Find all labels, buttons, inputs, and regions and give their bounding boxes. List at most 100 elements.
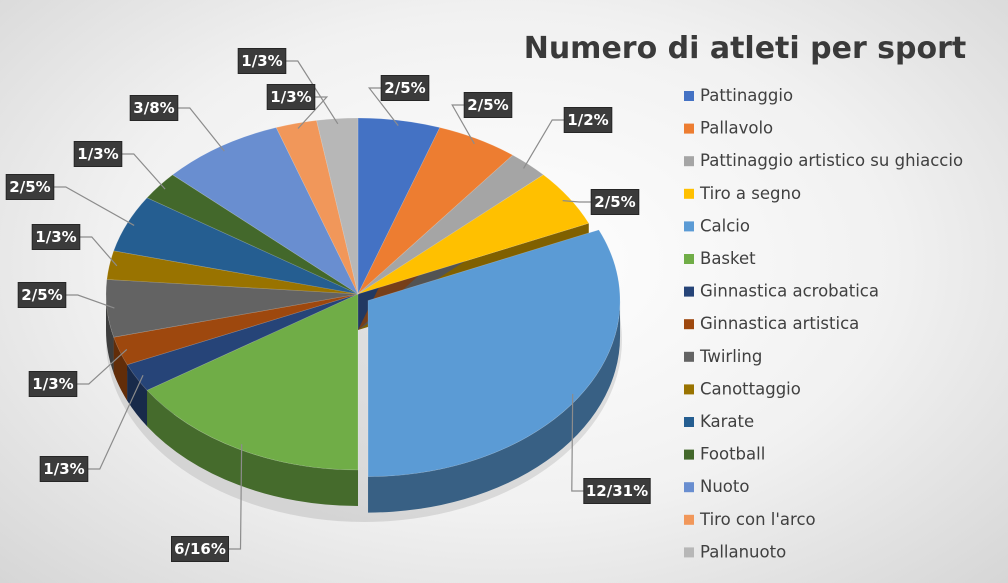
legend-swatch-tiro-a-segno [684, 188, 694, 199]
legend-item-tiro-con-l-arco: Tiro con l'arco [699, 510, 816, 529]
pie-slices [105, 117, 621, 477]
data-label-pattinaggio-artistico-su-ghiaccio: 1/2% [567, 111, 608, 129]
legend-item-tiro-a-segno: Tiro a segno [699, 184, 801, 203]
slice-pallavolo [357, 127, 514, 295]
leader-line-ginnastica-acrobatica [87, 375, 144, 470]
slice-pattinaggio-artistico-su-ghiaccio [357, 154, 544, 295]
slice-side-ginnastica-acrobatica [127, 364, 148, 427]
slice-calcio [367, 229, 621, 477]
legend-swatch-basket [684, 254, 694, 264]
slice-side-ginnastica-artistica [113, 337, 128, 401]
leader-line-basket [228, 444, 243, 550]
data-label-box [5, 174, 55, 200]
data-label-box [73, 141, 123, 167]
data-label-twirling: 2/5% [21, 286, 62, 304]
legend-swatch-twirling [684, 351, 694, 362]
legend-item-nuoto: Nuoto [700, 477, 749, 496]
slice-side-basket [147, 390, 358, 506]
data-label-box [266, 84, 316, 110]
leader-line-football [121, 153, 166, 190]
legend-item-pallavolo: Pallavolo [700, 119, 773, 138]
legend-item-twirling: Twirling [699, 347, 762, 366]
slice-pallanuoto [316, 117, 359, 295]
data-label-pallavolo: 2/5% [467, 96, 508, 114]
leader-line-canottaggio [79, 236, 118, 267]
data-label-box [39, 456, 89, 482]
data-label-box [171, 536, 229, 562]
slice-ginnastica-artistica [113, 293, 359, 366]
leader-line-pattinaggio-artistico-su-ghiaccio [523, 119, 565, 169]
legend-item-football: Football [700, 445, 765, 464]
data-label-box [563, 107, 613, 133]
slice-side-calcio [368, 300, 621, 513]
leader-lines [53, 60, 592, 550]
data-label-box [28, 371, 78, 397]
leader-line-twirling [65, 294, 115, 309]
data-label-box [129, 95, 179, 121]
legend-swatch-karate [684, 417, 694, 427]
slice-tiro-con-l-arco [275, 120, 359, 295]
data-label-tiro-con-l-arco: 1/3% [270, 88, 311, 106]
legend-swatch-tiro-con-l-arco [684, 514, 694, 525]
data-label-football: 1/3% [77, 145, 118, 163]
data-label-box [17, 282, 67, 308]
leader-line-pallavolo [451, 104, 475, 145]
data-label-calcio: 12/31% [586, 482, 648, 500]
slice-side-twirling [106, 294, 114, 374]
data-label-box [463, 92, 513, 118]
leader-line-pallanuoto [285, 60, 339, 125]
legend-swatch-football [684, 449, 694, 460]
data-label-karate: 2/5% [9, 178, 50, 196]
leader-line-tiro-a-segno [562, 200, 592, 203]
leader-line-calcio [571, 393, 584, 492]
data-label-canottaggio: 1/3% [35, 228, 76, 246]
slice-karate [113, 197, 359, 295]
slice-canottaggio [106, 250, 359, 295]
data-label-pattinaggio: 2/5% [384, 79, 425, 97]
slice-twirling [105, 279, 359, 338]
leader-line-pattinaggio [367, 87, 399, 126]
data-label-nuoto: 3/8% [133, 99, 174, 117]
legend-swatch-pattinaggio [684, 91, 694, 101]
legend-swatch-ginnastica-artistica [684, 319, 694, 330]
data-label-box [237, 48, 287, 74]
legend-swatch-pattinaggio-artistico-su-ghiaccio [684, 156, 694, 167]
data-label-box [590, 189, 640, 215]
legend-item-ginnastica-artistica: Ginnastica artistica [700, 314, 859, 333]
legend-swatch-ginnastica-acrobatica [684, 286, 694, 297]
chart-title: Numero di atleti per sport [524, 31, 967, 66]
data-label-basket: 6/16% [174, 540, 226, 558]
slice-basket [146, 293, 359, 471]
legend-item-ginnastica-acrobatica: Ginnastica acrobatica [700, 282, 879, 301]
legend-item-calcio: Calcio [700, 216, 750, 235]
data-label-box [380, 75, 430, 101]
data-label-pallanuoto: 1/3% [241, 52, 282, 70]
data-label-box [583, 478, 651, 504]
leader-line-nuoto [177, 107, 225, 152]
leader-line-tiro-con-l-arco [297, 96, 329, 129]
slice-ginnastica-acrobatica [126, 293, 359, 391]
leader-line-karate [53, 186, 135, 226]
legend-item-pattinaggio-artistico-su-ghiaccio: Pattinaggio artistico su ghiaccio [700, 151, 963, 170]
data-label-ginnastica-artistica: 1/3% [32, 375, 73, 393]
legend-swatch-canottaggio [684, 384, 694, 395]
slice-tiro-a-segno [357, 174, 590, 295]
legend-item-basket: Basket [700, 249, 756, 268]
legend-item-pattinaggio: Pattinaggio [700, 86, 793, 105]
data-labels: 2/5% 2/5% 1/2% 2/5% 12/31% 6/16% 1/3% 1/3% 2/5% 1… [5, 48, 651, 562]
legend-item-karate: Karate [700, 412, 754, 431]
legend-swatch-pallanuoto [684, 547, 694, 558]
data-label-tiro-a-segno: 2/5% [594, 193, 635, 211]
slice-pattinaggio [357, 117, 441, 295]
data-label-ginnastica-acrobatica: 1/3% [43, 460, 84, 478]
legend-swatch-calcio [684, 221, 694, 232]
leader-line-ginnastica-artistica [76, 348, 128, 385]
legend-item-canottaggio: Canottaggio [700, 379, 801, 398]
legend-swatch-nuoto [684, 482, 694, 493]
legend-item-pallanuoto: Pallanuoto [700, 542, 786, 561]
legend-swatch-pallavolo [684, 123, 694, 134]
legend: Pattinaggio Pallavolo Pattinaggio artistic… [684, 86, 963, 561]
data-label-box [31, 224, 81, 250]
